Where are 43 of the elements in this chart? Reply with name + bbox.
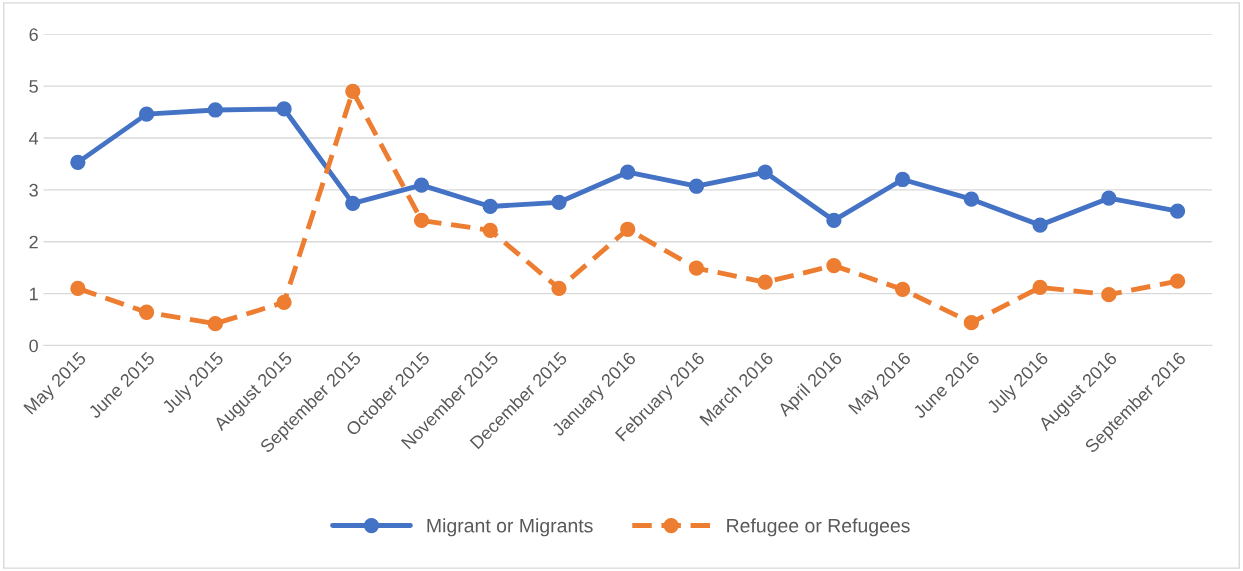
point <box>1032 217 1048 233</box>
point <box>482 198 498 215</box>
point <box>551 280 567 297</box>
point <box>345 83 361 99</box>
point <box>70 154 86 171</box>
y-tick-label: 1 <box>29 287 38 301</box>
point <box>138 106 155 122</box>
point <box>207 316 223 332</box>
point <box>138 304 155 320</box>
point <box>70 280 86 297</box>
point <box>963 314 980 331</box>
y-tick-label: 0 <box>29 339 38 353</box>
point <box>826 212 842 229</box>
point <box>482 222 498 238</box>
point <box>345 195 361 211</box>
point <box>894 281 911 298</box>
point <box>757 164 773 180</box>
point <box>413 177 430 193</box>
point <box>207 102 223 118</box>
point <box>757 274 773 290</box>
point <box>620 221 636 237</box>
y-tick-label: 5 <box>29 80 38 93</box>
point <box>413 212 430 229</box>
point <box>688 260 705 276</box>
y-tick-label: 4 <box>29 132 39 145</box>
point <box>551 194 567 210</box>
point <box>826 257 842 274</box>
y-tick-label: 3 <box>29 183 38 197</box>
point <box>276 101 292 117</box>
point <box>1101 190 1117 206</box>
point <box>963 191 980 207</box>
point <box>276 294 292 311</box>
y-tick-label: 6 <box>29 28 38 41</box>
legend-label: Migrant or Migrants <box>427 518 593 537</box>
point <box>688 178 705 194</box>
point <box>1101 286 1117 303</box>
legend-label: Refugee or Refugees <box>727 518 910 537</box>
point <box>1032 279 1048 296</box>
point <box>894 171 911 188</box>
y-tick-label: 2 <box>29 235 38 249</box>
point <box>1169 203 1186 219</box>
point <box>620 164 636 180</box>
point <box>1169 273 1186 289</box>
